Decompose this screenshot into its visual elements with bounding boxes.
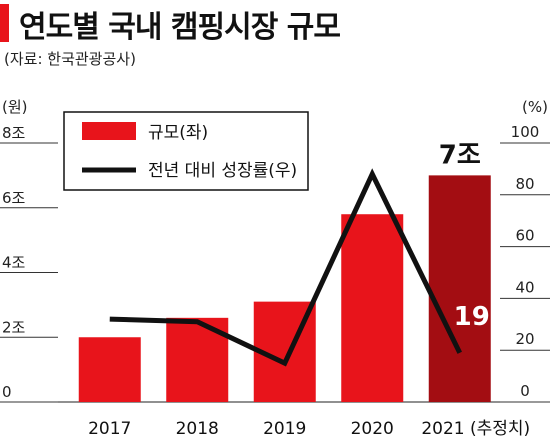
bar-0 — [78, 337, 141, 402]
left-tick-label: 6조 — [2, 189, 26, 207]
legend: 규모(좌) 전년 대비 성장률(우) — [63, 111, 309, 191]
left-axis-unit: (원) — [2, 98, 28, 116]
left-tick-label: 0 — [2, 383, 12, 401]
bar-3 — [341, 214, 404, 402]
right-tick-label: 0 — [520, 382, 530, 400]
right-tick-label: 80 — [515, 175, 534, 193]
left-tick-label: 4조 — [2, 254, 26, 272]
right-tick-label: 20 — [515, 330, 534, 348]
bar-4 — [428, 175, 491, 402]
right-axis-unit: (%) — [522, 98, 548, 116]
right-tick-label: 40 — [515, 278, 534, 296]
bar-value-label: 7조 — [439, 140, 481, 170]
annotations: 7조 19 — [439, 140, 490, 331]
right-axis: 0 20 40 60 80 100 (%) — [511, 98, 548, 400]
line-value-label: 19 — [454, 302, 490, 332]
bars — [78, 175, 491, 402]
legend-label-bar: 규모(좌) — [148, 123, 208, 143]
category-label-3: 2020 — [351, 419, 394, 439]
category-labels: 2017 2018 2019 2020 2021 (추정치) — [88, 419, 530, 439]
chart-source: (자료: 한국관광공사) — [4, 50, 136, 68]
category-label-0: 2017 — [88, 419, 131, 439]
growth-line — [109, 168, 462, 367]
legend-swatch-bar — [82, 122, 136, 140]
chart-title: 연도별 국내 캠핑시장 규모 — [19, 10, 341, 45]
title-accent-bar — [0, 4, 9, 42]
category-label-2: 2019 — [263, 419, 306, 439]
left-axis: 0 2조 4조 6조 8조 (원) — [2, 98, 28, 401]
legend-label-line: 전년 대비 성장률(우) — [148, 161, 297, 181]
left-tick-label: 8조 — [2, 124, 26, 142]
right-tick-label: 60 — [515, 227, 534, 245]
right-tick-label: 100 — [511, 123, 540, 141]
category-label-1: 2018 — [176, 419, 219, 439]
category-label-4: 2021 (추정치) — [421, 419, 530, 439]
left-tick-label: 2조 — [2, 318, 26, 336]
